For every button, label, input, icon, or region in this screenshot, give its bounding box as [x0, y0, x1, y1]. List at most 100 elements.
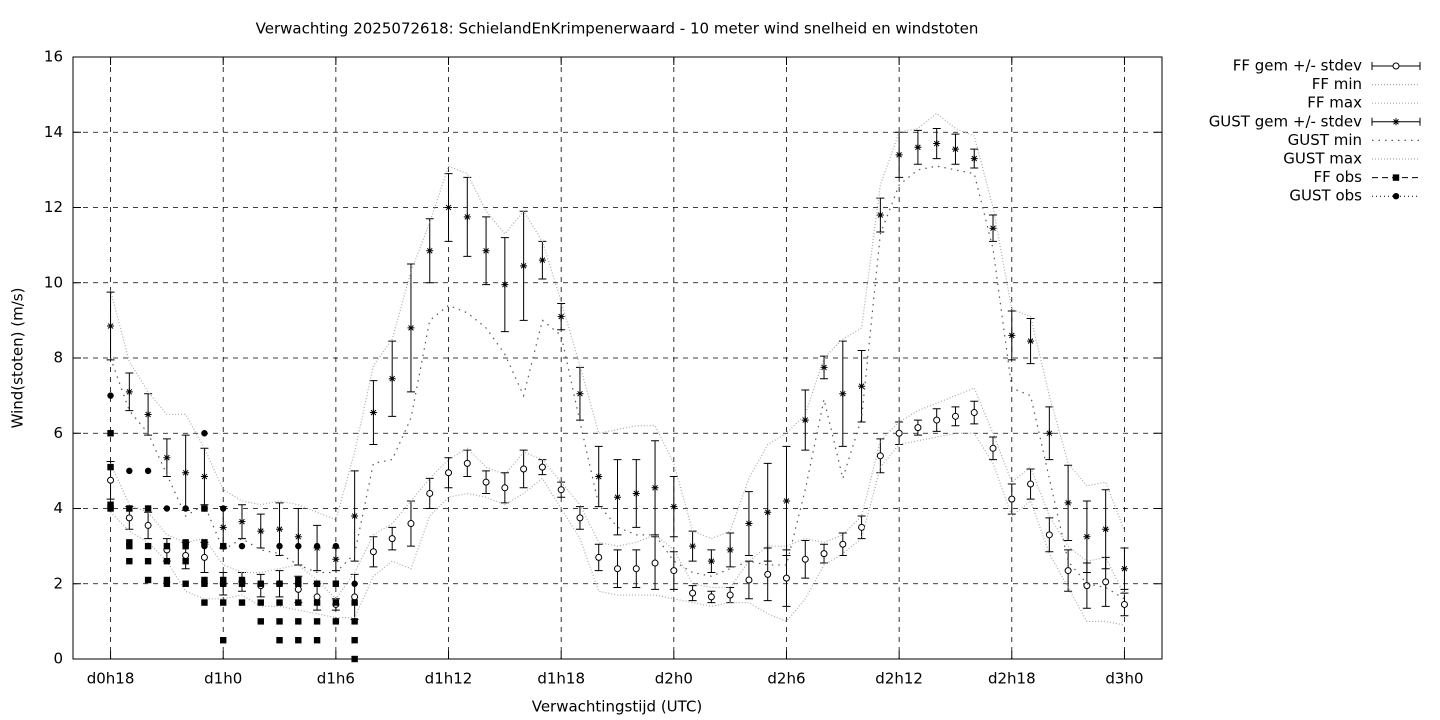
legend-label: GUST obs	[1289, 187, 1362, 205]
observation-point	[351, 580, 358, 587]
mean-point	[200, 553, 208, 561]
mean-point	[689, 542, 697, 550]
mean-point	[1008, 331, 1016, 339]
mean-point	[689, 589, 697, 597]
observation-point	[107, 392, 114, 399]
y-axis-label: Wind(stoten) (m/s)	[9, 288, 27, 429]
observation-point	[107, 430, 114, 437]
legend-label: FF gem +/- stdev	[1233, 57, 1362, 75]
mean-point	[219, 523, 227, 531]
observation-point	[276, 542, 283, 550]
observation-point	[182, 542, 189, 550]
mean-point	[745, 576, 753, 584]
mean-point	[1064, 567, 1072, 575]
legend-marker	[1392, 193, 1400, 200]
observation-point	[126, 467, 133, 475]
observation-point	[163, 557, 171, 565]
mean-point	[407, 520, 415, 528]
observation-point	[163, 542, 171, 550]
observation-point	[182, 505, 189, 512]
mean-point	[163, 454, 171, 462]
observation-point	[295, 636, 302, 644]
mean-point	[538, 463, 546, 471]
observation-point	[107, 463, 114, 471]
observation-point	[126, 542, 133, 550]
observation-point	[295, 542, 302, 550]
observation-point	[144, 542, 152, 550]
observation-point	[351, 618, 358, 625]
mean-point	[782, 574, 790, 582]
observation-point	[182, 539, 189, 546]
mean-point	[876, 452, 884, 460]
mean-point	[914, 424, 922, 432]
mean-point	[407, 324, 415, 332]
observation-point	[313, 636, 321, 644]
mean-point	[1083, 533, 1091, 541]
observation-point	[144, 467, 152, 475]
mean-point	[764, 508, 772, 516]
mean-point	[801, 555, 809, 563]
range-line	[109, 112, 1126, 540]
mean-point	[557, 313, 565, 321]
mean-point	[670, 503, 678, 511]
mean-point	[1064, 499, 1072, 507]
mean-point	[1008, 495, 1016, 503]
chart-title: Verwachting 2025072618: SchielandEnKrimp…	[256, 20, 979, 38]
legend-label: GUST gem +/- stdev	[1209, 112, 1362, 130]
mean-point	[426, 489, 434, 497]
observation-point	[295, 576, 302, 584]
mean-point	[369, 548, 377, 556]
observation-point	[332, 580, 340, 587]
mean-point	[651, 559, 659, 567]
legend-label: FF obs	[1313, 168, 1362, 186]
x-tick-label: d2h0	[655, 670, 693, 688]
mean-point	[501, 484, 509, 492]
mean-point	[1120, 600, 1128, 608]
y-tick-label: 14	[44, 123, 63, 141]
observation-point	[201, 542, 208, 550]
legend-label: FF min	[1312, 75, 1362, 93]
observation-point	[220, 599, 227, 606]
x-tick-label: d2h18	[988, 670, 1036, 688]
x-tick-label: d3h0	[1105, 670, 1143, 688]
observation-point	[238, 580, 246, 587]
mean-point	[463, 213, 471, 221]
mean-point	[707, 593, 715, 601]
observation-point	[238, 542, 246, 550]
mean-point	[369, 409, 377, 417]
mean-point	[895, 151, 903, 159]
observation-point	[276, 636, 283, 644]
mean-point	[614, 565, 621, 573]
observation-point	[220, 636, 227, 644]
observation-point	[257, 580, 264, 587]
observation-point	[295, 580, 302, 587]
x-tick-label: d2h12	[875, 670, 923, 688]
y-tick-label: 12	[44, 198, 63, 216]
mean-point	[651, 484, 659, 492]
mean-point	[764, 570, 772, 578]
x-tick-label: d1h6	[317, 670, 355, 688]
mean-point	[538, 256, 546, 264]
observation-point	[257, 618, 264, 625]
mean-point	[351, 593, 359, 601]
mean-point	[276, 525, 284, 533]
mean-point	[445, 469, 453, 477]
mean-point	[670, 567, 678, 575]
mean-point	[1045, 429, 1053, 437]
observation-point	[201, 430, 208, 437]
mean-point	[1027, 337, 1035, 345]
observation-point	[144, 505, 152, 512]
mean-point	[107, 476, 115, 484]
legend-label: GUST min	[1288, 131, 1362, 149]
mean-point	[989, 444, 997, 452]
mean-point	[482, 247, 490, 255]
mean-point	[1102, 525, 1110, 533]
mean-point	[632, 489, 640, 497]
mean-point	[595, 553, 603, 561]
mean-point	[445, 204, 453, 211]
legend-marker	[1392, 62, 1400, 70]
mean-point	[576, 514, 584, 522]
x-tick-label: d1h0	[204, 670, 242, 688]
mean-point	[839, 540, 847, 548]
